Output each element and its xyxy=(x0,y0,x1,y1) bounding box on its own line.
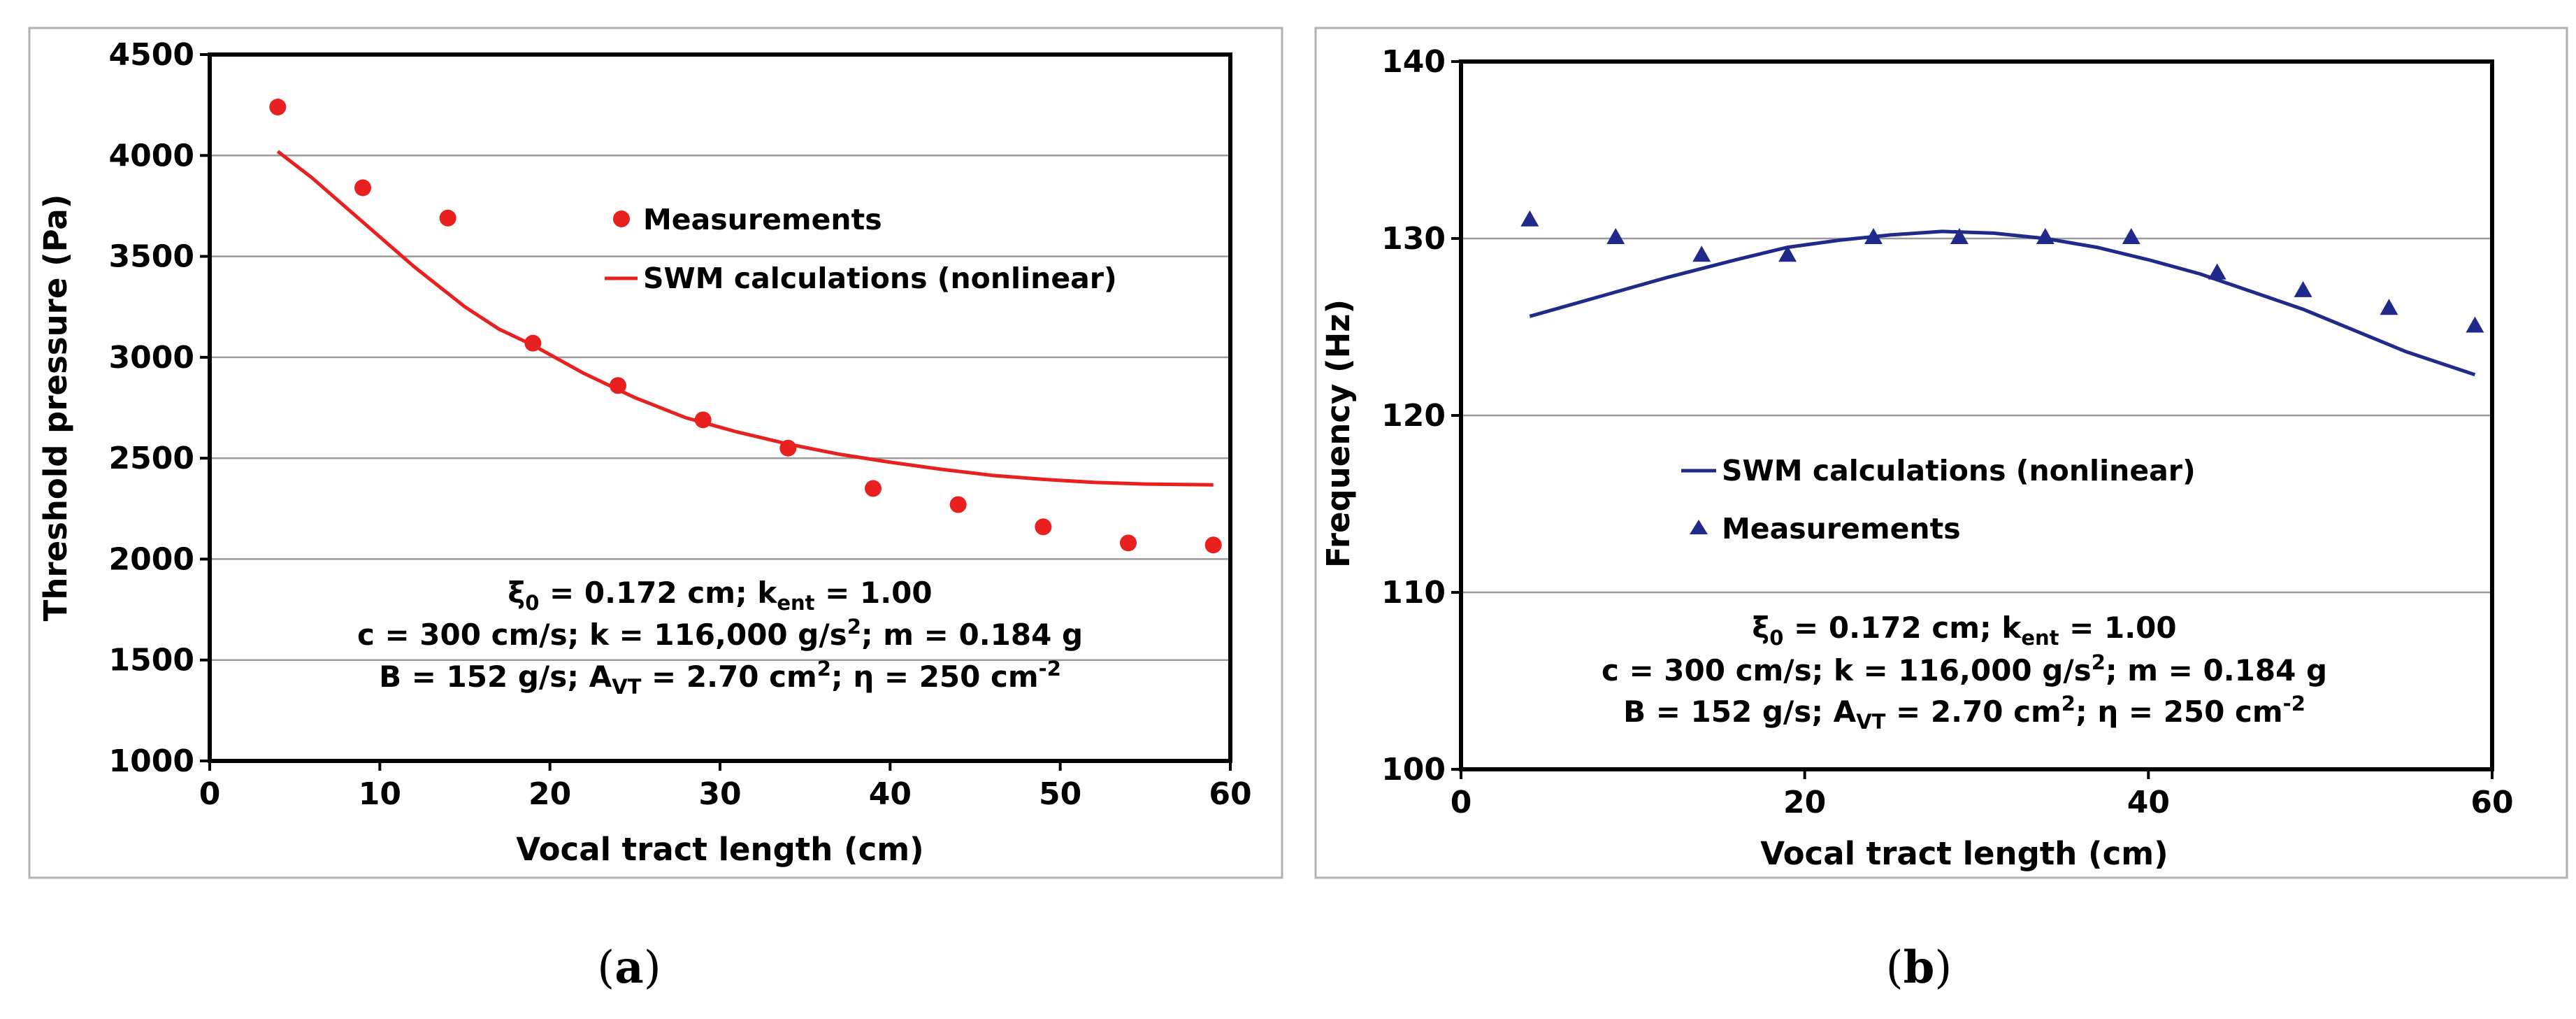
panel-b-caption: (b) xyxy=(1886,941,1952,994)
panel-a-x-tick-label: 50 xyxy=(1039,776,1081,812)
panel-b-y-tick-label: 130 xyxy=(1381,221,1446,257)
panel-b-ticks: 100 110 120 130 140 0 20 40 60 xyxy=(1381,44,2513,820)
panel-a-x-axis-label: Vocal tract length (cm) xyxy=(516,831,923,868)
panel-a-measurement-point xyxy=(1035,518,1052,536)
panel-a-annotation-line-1: ξ0 = 0.172 cm; kent = 1.00 xyxy=(508,576,932,615)
panel-a-measurement-point xyxy=(269,99,287,116)
panel-b-annotation: ξ0 = 0.172 cm; kent = 1.00 c = 300 cm/s;… xyxy=(1602,611,2327,734)
panel-b-annotation-line-2: c = 300 cm/s; k = 116,000 g/s2; m = 0.18… xyxy=(1602,650,2327,687)
panel-a-annotation-line-2: c = 300 cm/s; k = 116,000 g/s2; m = 0.18… xyxy=(357,615,1083,652)
panel-b-annotation-line-3: B = 152 g/s; AVT = 2.70 cm2; η = 250 cm-… xyxy=(1623,692,2305,734)
panel-b-annotation-line-1: ξ0 = 0.172 cm; kent = 1.00 xyxy=(1752,611,2176,650)
panel-a-x-tick-label: 60 xyxy=(1209,776,1251,812)
panel-b-x-axis-label: Vocal tract length (cm) xyxy=(1760,835,2168,872)
panel-a-y-tick-label: 3500 xyxy=(109,239,194,275)
panel-b-legend-measurements-marker xyxy=(1690,520,1708,534)
panel-a-x-tick-label: 30 xyxy=(698,776,741,812)
panel-b-measurement-point xyxy=(2380,299,2398,315)
panel-b-series xyxy=(1520,210,2484,377)
panel-a-frame xyxy=(28,27,1283,879)
panel-b-measurement-point xyxy=(2466,316,2484,333)
panel-b-y-axis-label: Frequency (Hz) xyxy=(1320,299,1357,568)
panel-a-legend-measurements-marker xyxy=(613,211,630,227)
panel-b-measurement-point xyxy=(2036,228,2055,244)
panel-b-legend: SWM calculations (nonlinear) Measurement… xyxy=(1681,454,2196,546)
panel-a-measurement-point xyxy=(1204,536,1222,554)
panel-b-measurement-point xyxy=(1950,228,1969,244)
panel-a-legend-measurements-label: Measurements xyxy=(643,203,882,236)
panel-b-measurement-point xyxy=(2208,263,2226,280)
panel-b-legend-measurements-label: Measurements xyxy=(1722,512,1961,546)
panel-b-measurement-point xyxy=(1606,228,1625,244)
panel-a-y-tick-label: 1000 xyxy=(109,743,194,779)
panel-a-ticks: 1000 1500 2000 2500 3000 3500 4000 4500 0 10 20 30 4… xyxy=(109,37,1252,812)
panel-b-measurement-point xyxy=(2294,280,2312,297)
panel-a-y-tick-label: 1500 xyxy=(109,643,194,678)
panel-a-y-tick-label: 4500 xyxy=(109,37,194,73)
panel-a-legend: Measurements SWM calculations (nonlinear… xyxy=(605,203,1117,295)
panel-b-x-tick-label: 40 xyxy=(2127,785,2170,820)
panel-a-caption: (a) xyxy=(597,941,661,994)
panel-a: 1000 1500 2000 2500 3000 3500 4000 4500 0 10 20 30 4… xyxy=(28,27,1283,994)
panel-a-x-tick-label: 20 xyxy=(528,776,571,812)
panel-a-series xyxy=(269,99,1222,554)
panel-a-swm-line xyxy=(276,150,1214,487)
panel-b-measurement-point xyxy=(2122,228,2140,244)
panel-a-measurement-point xyxy=(1120,534,1137,552)
panel-a-y-axis-label: Threshold pressure (Pa) xyxy=(37,194,74,622)
panel-a-gridlines xyxy=(210,155,1230,661)
panel-b-swm-line xyxy=(1529,229,2476,377)
panel-b-gridlines xyxy=(1461,237,2492,594)
panel-a-measurement-point xyxy=(354,179,371,197)
panel-b-measurement-point xyxy=(1778,245,1797,262)
panel-b-measurement-point xyxy=(1864,228,1883,244)
panel-a-x-tick-label: 40 xyxy=(869,776,912,812)
panel-b-x-tick-label: 60 xyxy=(2470,785,2513,820)
panel-b-y-tick-label: 140 xyxy=(1381,44,1446,80)
panel-a-x-tick-label: 10 xyxy=(359,776,401,812)
panel-b-y-tick-label: 100 xyxy=(1381,752,1446,788)
panel-b-x-tick-label: 20 xyxy=(1783,785,1826,820)
panel-a-y-tick-label: 2500 xyxy=(109,441,194,476)
panel-b-frame xyxy=(1314,27,2568,879)
panel-b-measurement-point xyxy=(1692,245,1711,262)
panel-a-x-tick-label: 0 xyxy=(199,776,221,812)
panel-b-legend-swm-label: SWM calculations (nonlinear) xyxy=(1722,454,2196,487)
panel-a-measurement-point xyxy=(865,480,882,497)
panel-b-x-tick-label: 0 xyxy=(1451,785,1472,820)
panel-a-annotation-line-3: B = 152 g/s; AVT = 2.70 cm2; η = 250 cm-… xyxy=(379,657,1061,699)
panel-a-y-tick-label: 3000 xyxy=(109,340,194,376)
panel-a-y-tick-label: 2000 xyxy=(109,541,194,577)
panel-b-y-tick-label: 110 xyxy=(1381,575,1446,611)
panel-b-y-tick-label: 120 xyxy=(1381,398,1446,434)
panel-b-measurement-point xyxy=(1520,210,1539,227)
panel-a-annotation: ξ0 = 0.172 cm; kent = 1.00 c = 300 cm/s;… xyxy=(357,576,1083,699)
panel-a-y-tick-label: 4000 xyxy=(109,138,194,173)
panel-a-legend-swm-label: SWM calculations (nonlinear) xyxy=(643,262,1117,295)
panel-a-measurement-point xyxy=(439,209,456,227)
panel-a-measurement-point xyxy=(949,496,967,513)
panel-a-plot-area xyxy=(208,52,1232,763)
panel-b: 100 110 120 130 140 0 20 40 60 Vocal tract lengt… xyxy=(1314,27,2568,994)
